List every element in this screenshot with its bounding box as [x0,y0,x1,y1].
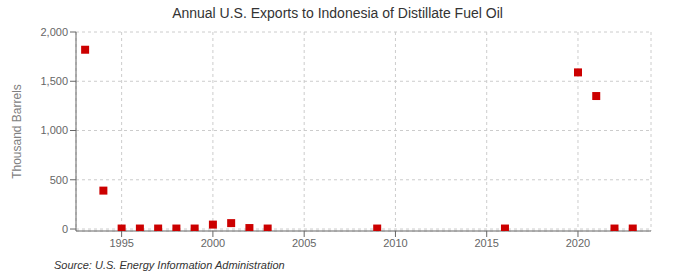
html-text:Annual U.S. Exports to Indones: Annual U.S. Exports to Indonesia of Dist… [172,5,503,21]
svg-text:500: 500 [50,174,68,186]
svg-text:2000: 2000 [201,237,225,249]
svg-text:Thousand Barrels: Thousand Barrels [10,84,24,179]
html-text:Source: U.S. Energy Informatio: Source: U.S. Energy Information Administ… [54,259,285,271]
svg-text:1,000: 1,000 [40,124,68,136]
svg-text:1,500: 1,500 [40,75,68,87]
svg-text:1995: 1995 [109,237,133,249]
svg-text:2005: 2005 [292,237,316,249]
svg-text:2020: 2020 [566,237,590,249]
svg-text:0: 0 [62,223,68,235]
svg-text:2,000: 2,000 [40,26,68,38]
svg-text:2015: 2015 [474,237,498,249]
svg-text:2010: 2010 [383,237,407,249]
